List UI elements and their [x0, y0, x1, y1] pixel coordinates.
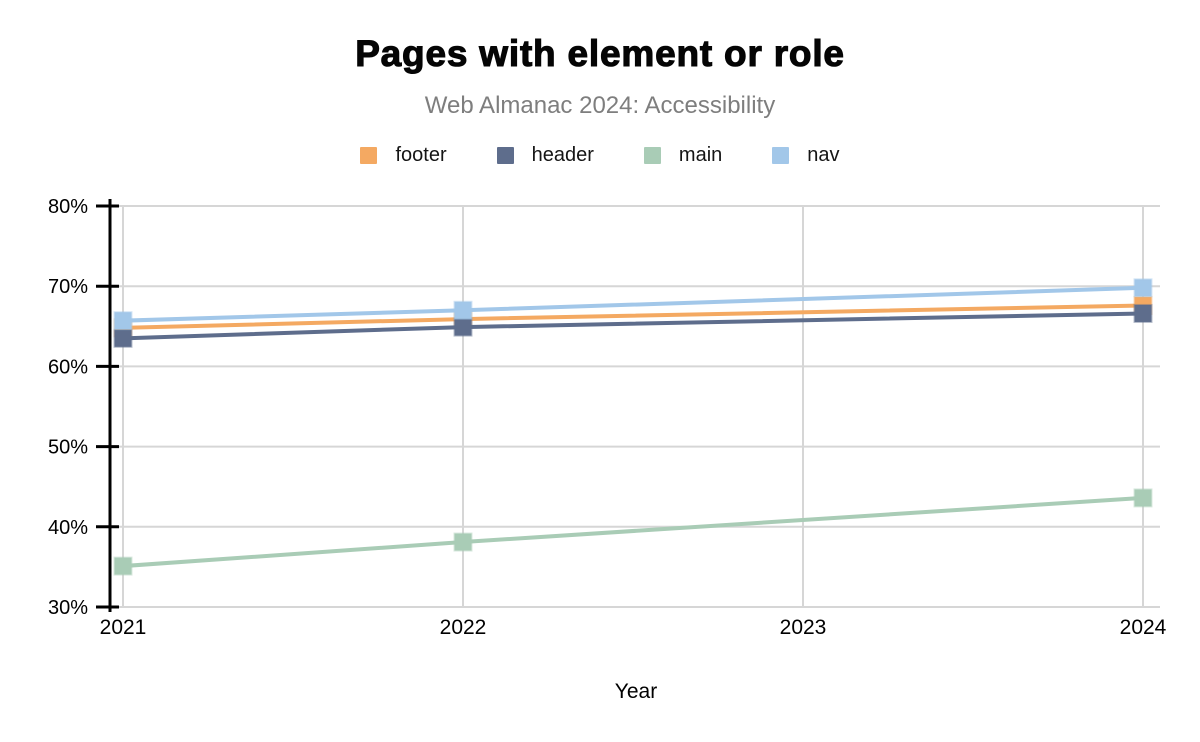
chart-title: Pages with element or role [355, 32, 845, 74]
legend-swatch-nav [772, 147, 790, 164]
data-point-nav [1133, 278, 1153, 298]
legend-item-header: header [496, 144, 594, 167]
data-point-main [453, 532, 473, 552]
legend: footer header main nav [0, 144, 1200, 167]
y-tick-label: 80% [48, 196, 88, 218]
legend-item-nav: nav [772, 144, 840, 167]
x-tick-label: 2023 [780, 616, 827, 639]
legend-item-main: main [643, 144, 723, 167]
data-point-nav [453, 300, 473, 320]
data-point-header [113, 328, 133, 348]
data-point-main [113, 556, 133, 576]
y-tick-label: 30% [48, 597, 88, 619]
x-tick-label: 2021 [100, 616, 147, 639]
legend-label: header [531, 144, 594, 166]
y-tick-label: 60% [48, 356, 88, 378]
data-point-header [1133, 303, 1153, 323]
x-tick-label: 2024 [1120, 616, 1167, 639]
data-point-header [453, 317, 473, 337]
x-axis-title: Year [615, 680, 657, 703]
chart-subtitle: Web Almanac 2024: Accessibility [424, 92, 776, 119]
legend-label: footer [395, 144, 447, 166]
data-point-nav [113, 311, 133, 331]
y-tick-label: 40% [48, 517, 88, 539]
legend-swatch-header [496, 147, 514, 164]
legend-item-footer: footer [360, 144, 447, 167]
y-tick-label: 50% [48, 437, 88, 459]
y-tick-label: 70% [48, 276, 88, 298]
data-point-main [1133, 488, 1153, 508]
series-line-main [122, 495, 1144, 569]
legend-label: main [678, 144, 723, 166]
legend-swatch-footer [360, 147, 378, 164]
legend-label: nav [807, 144, 840, 166]
x-tick-label: 2022 [440, 616, 487, 639]
legend-swatch-main [643, 147, 661, 164]
